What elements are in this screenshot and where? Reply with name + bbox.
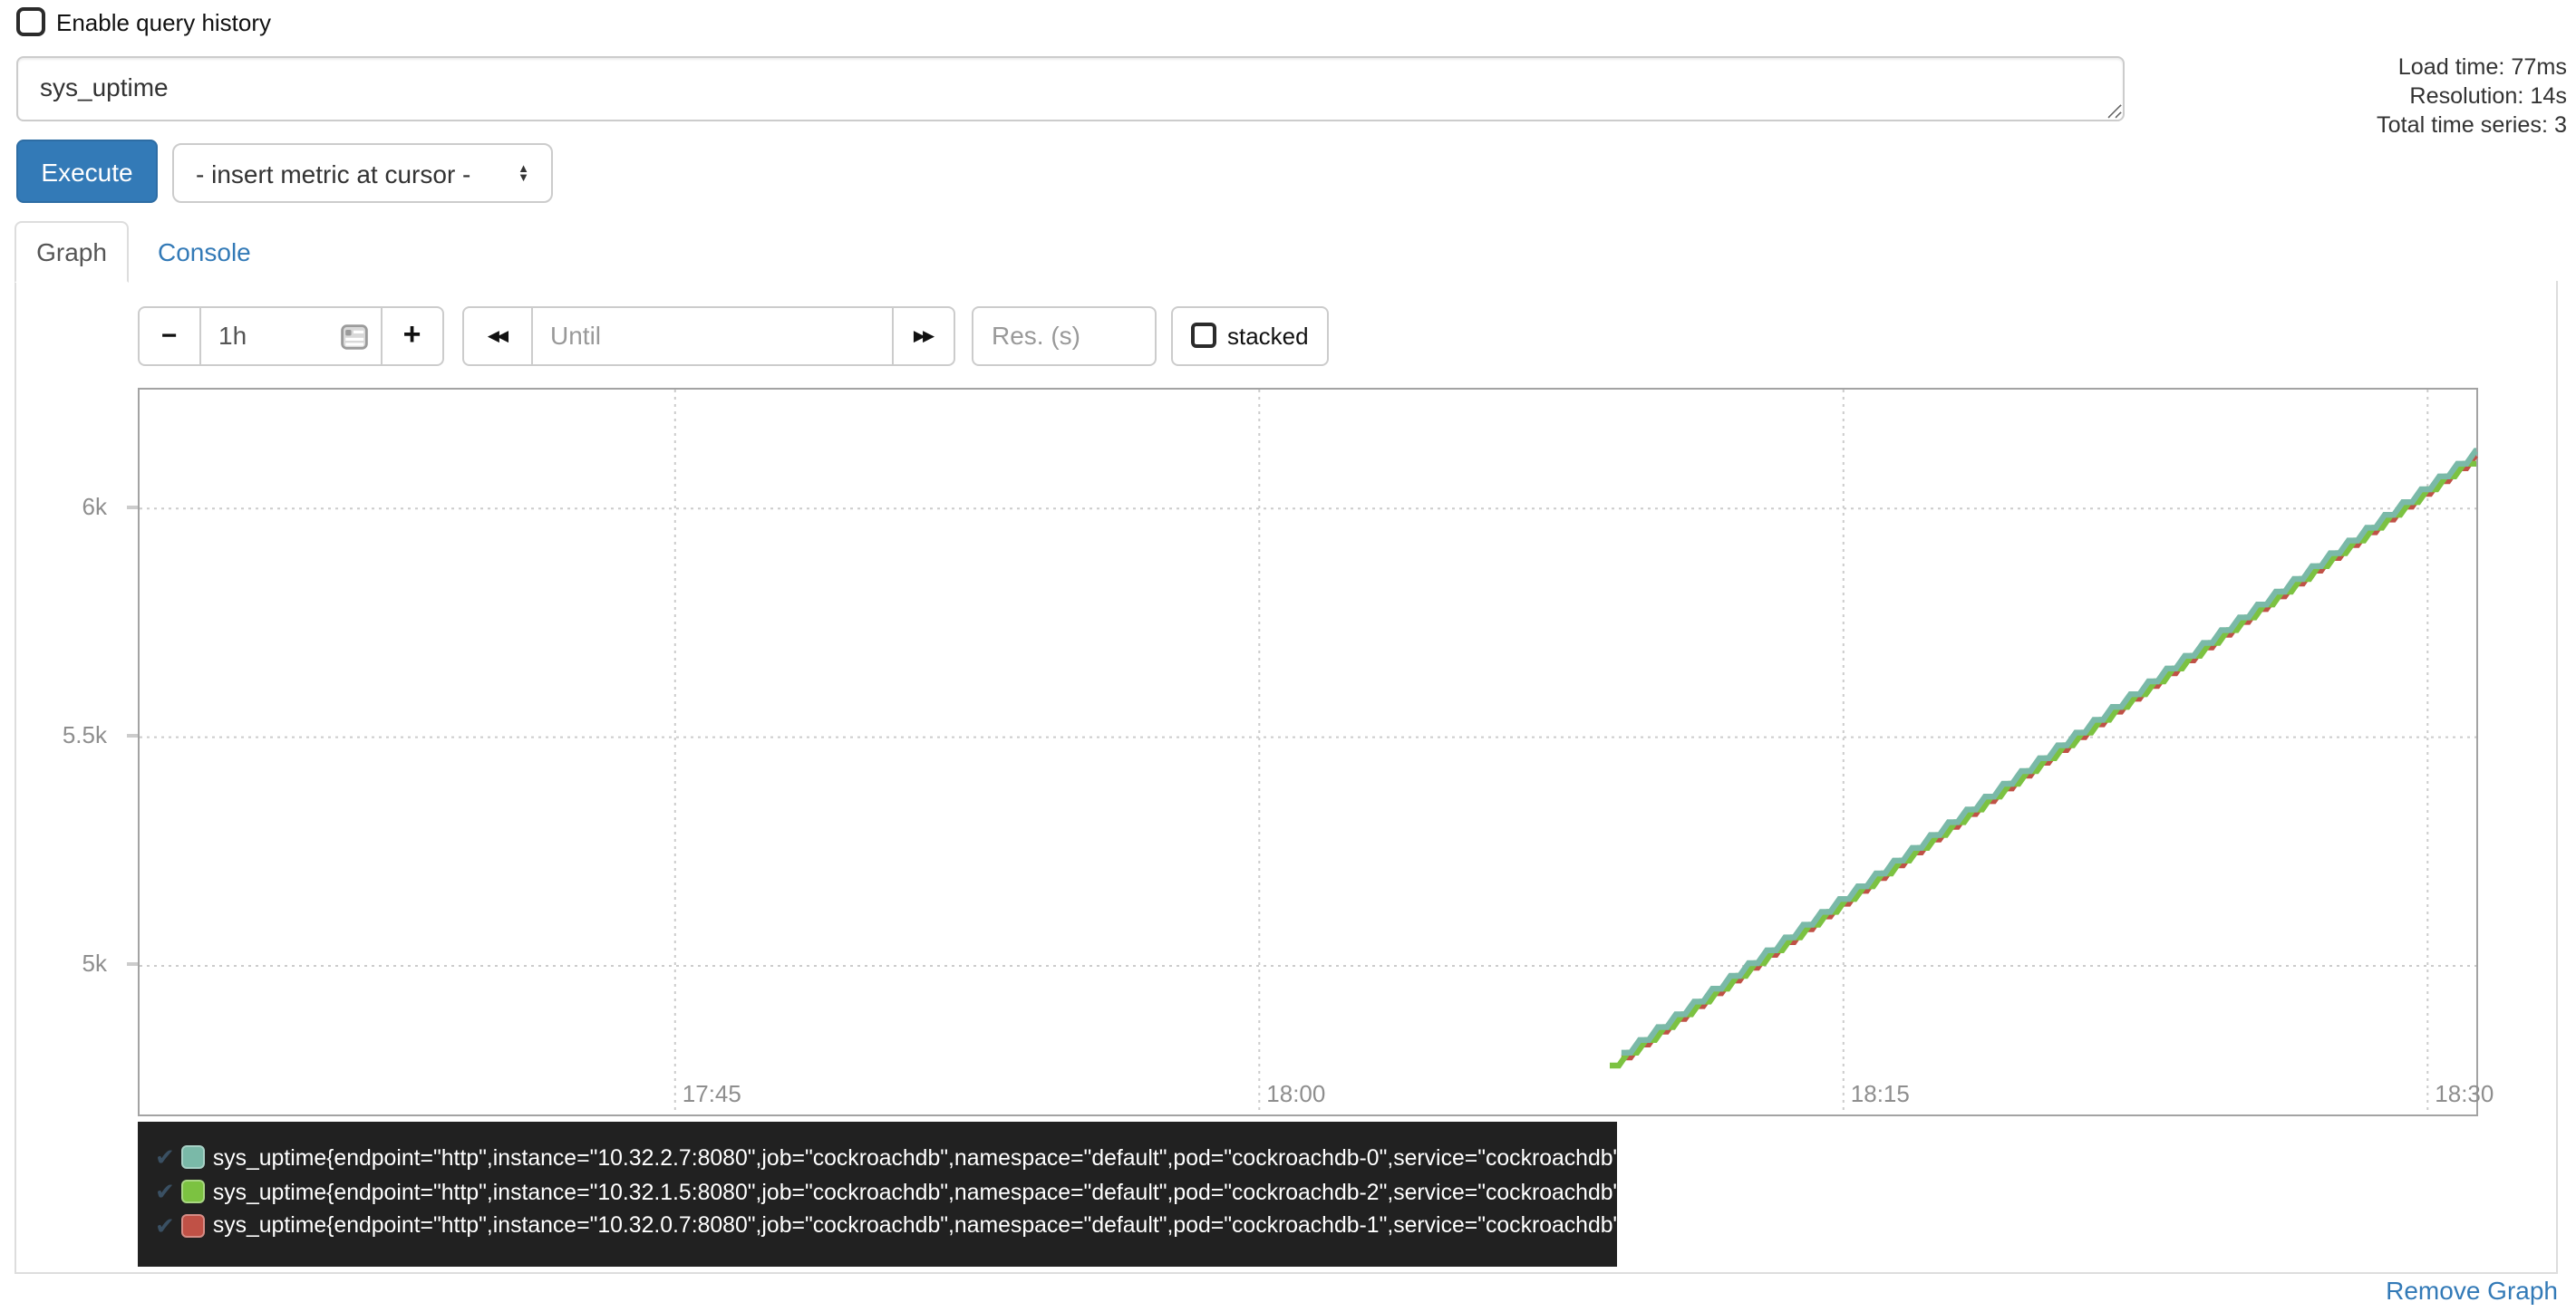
load-time: Load time: 77ms: [2397, 54, 2567, 80]
series-visible-check-icon[interactable]: ✔: [155, 1143, 175, 1172]
resolution: Resolution: 14s: [2409, 83, 2567, 110]
series-color-swatch: [181, 1145, 206, 1170]
series-line: [1621, 448, 2478, 1056]
series-visible-check-icon[interactable]: ✔: [155, 1178, 175, 1206]
legend-row[interactable]: ✔ sys_uptime{endpoint="http",instance="10…: [155, 1141, 1629, 1174]
range-input[interactable]: [218, 321, 362, 350]
calendar-icon: [340, 323, 367, 349]
query-stats: Load time: 77ms Resolution: 14s Total ti…: [2377, 53, 2567, 140]
legend-row[interactable]: ✔ sys_uptime{endpoint="http",instance="10…: [155, 1174, 1629, 1208]
graph-panel: − + ◀◀ ▶▶: [15, 281, 2558, 1274]
query-input[interactable]: sys_uptime: [16, 56, 2125, 121]
stacked-toggle[interactable]: stacked: [1171, 305, 1329, 365]
chart-legend: ✔ sys_uptime{endpoint="http",instance="10…: [137, 1121, 1629, 1266]
resolution-input-wrap: [972, 305, 1157, 365]
x-tick-label: 18:30: [2435, 1080, 2494, 1107]
series-label: sys_uptime{endpoint="http",instance="10.…: [212, 1212, 1629, 1239]
insert-metric-label: - insert metric at cursor -: [196, 159, 471, 188]
rewind-icon: ◀◀: [487, 325, 508, 343]
y-axis-labels: 6k 5.5k 5k: [16, 388, 138, 1113]
time-group: ◀◀ ▶▶: [461, 305, 954, 365]
legend-row[interactable]: ✔ sys_uptime{endpoint="http",instance="10…: [155, 1209, 1629, 1242]
enable-query-history-label: Enable query history: [56, 8, 272, 35]
x-tick-label: 17:45: [682, 1080, 741, 1107]
stacked-label: stacked: [1227, 322, 1309, 349]
enable-query-history-checkbox[interactable]: [16, 7, 45, 36]
y-tick-mark: [127, 961, 138, 966]
range-group: − +: [138, 305, 444, 365]
y-tick-mark: [127, 505, 138, 509]
total-time-series: Total time series: 3: [2377, 112, 2567, 139]
series-label: sys_uptime{endpoint="http",instance="10.…: [212, 1144, 1629, 1171]
series-visible-check-icon[interactable]: ✔: [155, 1211, 175, 1240]
fast-forward-button[interactable]: ▶▶: [891, 305, 954, 365]
minus-icon: −: [160, 320, 178, 351]
select-arrows-icon: ▲ ▼: [518, 162, 529, 184]
stacked-checkbox[interactable]: [1191, 323, 1216, 348]
shrink-range-button[interactable]: −: [138, 305, 200, 365]
series-color-swatch: [181, 1213, 206, 1238]
graph-toolbar: − + ◀◀ ▶▶: [138, 305, 1329, 365]
execute-button[interactable]: Execute: [16, 140, 158, 203]
remove-graph-link[interactable]: Remove Graph: [2386, 1276, 2558, 1305]
query-history-row: Enable query history: [16, 7, 271, 36]
range-input-wrap: [199, 305, 382, 365]
tab-console[interactable]: Console: [158, 237, 251, 266]
chart-svg: [140, 390, 2478, 1114]
resolution-input[interactable]: [992, 321, 1137, 350]
x-tick-label: 18:15: [1850, 1080, 1910, 1107]
y-tick-label: 5k: [82, 949, 107, 977]
plus-icon: +: [402, 317, 421, 352]
series-color-swatch: [181, 1180, 206, 1204]
until-input-wrap: [530, 305, 893, 365]
until-input[interactable]: [550, 321, 873, 350]
y-tick-label: 6k: [82, 492, 107, 520]
rewind-button[interactable]: ◀◀: [461, 305, 532, 365]
series-label: sys_uptime{endpoint="http",instance="10.…: [212, 1179, 1629, 1205]
tab-bar: Graph Console: [15, 221, 2558, 283]
y-tick-mark: [127, 733, 138, 738]
grow-range-button[interactable]: +: [380, 305, 444, 365]
chart-plot-area[interactable]: 17:45 18:00 18:15 18:30: [138, 388, 2494, 1116]
insert-metric-select[interactable]: - insert metric at cursor - ▲ ▼: [172, 143, 553, 203]
fast-forward-icon: ▶▶: [913, 325, 935, 343]
x-tick-label: 18:00: [1266, 1080, 1326, 1107]
y-tick-label: 5.5k: [62, 720, 107, 748]
tab-graph[interactable]: Graph: [15, 221, 129, 283]
